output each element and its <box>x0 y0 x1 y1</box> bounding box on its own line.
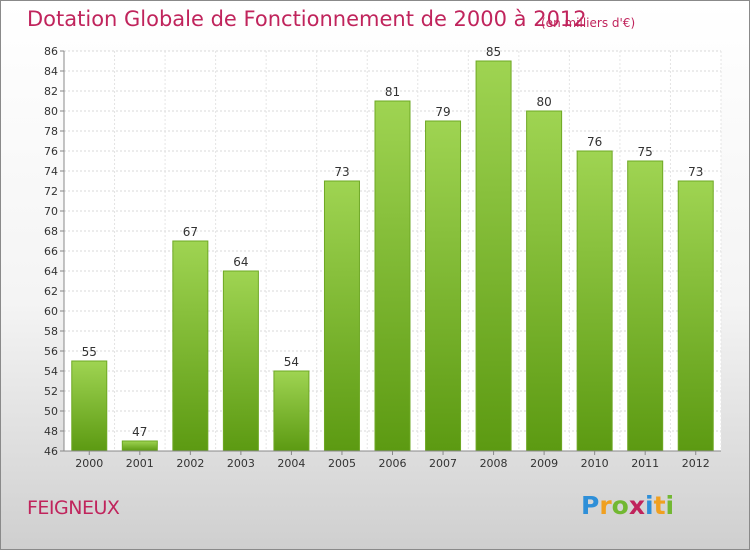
bar-value-label: 55 <box>82 345 97 359</box>
y-tick-label: 66 <box>44 245 58 258</box>
bar-value-label: 47 <box>132 425 147 439</box>
bar-value-label: 81 <box>385 85 400 99</box>
bar <box>222 270 259 452</box>
logo-letter: i <box>665 491 675 520</box>
commune-name: FEIGNEUX <box>27 497 120 519</box>
y-tick-label: 54 <box>44 365 58 378</box>
x-tick-label: 2004 <box>277 457 305 470</box>
bar-value-label: 85 <box>486 45 501 59</box>
x-tick-label: 2002 <box>176 457 204 470</box>
bar <box>526 110 563 452</box>
y-tick-label: 48 <box>44 425 58 438</box>
y-tick-label: 78 <box>44 125 58 138</box>
y-tick-label: 84 <box>44 65 58 78</box>
logo-letter: r <box>599 491 612 520</box>
bar-value-label: 79 <box>435 105 450 119</box>
y-tick-label: 72 <box>44 185 58 198</box>
bar <box>627 160 664 452</box>
y-tick-label: 62 <box>44 285 58 298</box>
proxiti-logo[interactable]: Proxiti <box>581 491 674 520</box>
bar <box>172 240 209 452</box>
bar <box>576 150 613 452</box>
x-tick-label: 2003 <box>227 457 255 470</box>
x-tick-label: 2007 <box>429 457 457 470</box>
y-tick-label: 76 <box>44 145 58 158</box>
logo-letter: i <box>645 491 654 520</box>
bar-value-label: 76 <box>587 135 602 149</box>
bar-value-label: 54 <box>284 355 299 369</box>
logo-letter: t <box>653 491 666 520</box>
y-tick-label: 52 <box>44 385 58 398</box>
y-tick-label: 74 <box>44 165 58 178</box>
bar <box>71 360 108 452</box>
x-tick-label: 2005 <box>328 457 356 470</box>
x-tick-label: 2001 <box>126 457 154 470</box>
bar <box>273 370 310 452</box>
bar-value-label: 80 <box>536 95 551 109</box>
y-tick-label: 58 <box>44 325 58 338</box>
y-tick-label: 46 <box>44 445 58 458</box>
logo-letter: x <box>628 491 645 520</box>
bar <box>374 100 411 452</box>
bar-value-label: 64 <box>233 255 248 269</box>
x-tick-label: 2011 <box>631 457 659 470</box>
bar-value-label: 75 <box>638 145 653 159</box>
y-tick-label: 70 <box>44 205 58 218</box>
bar-value-label: 73 <box>334 165 349 179</box>
bar-value-label: 67 <box>183 225 198 239</box>
x-tick-label: 2000 <box>75 457 103 470</box>
y-tick-label: 56 <box>44 345 58 358</box>
logo-letter: o <box>611 491 629 520</box>
logo-letter: P <box>581 491 600 520</box>
bar <box>121 440 158 452</box>
y-tick-label: 64 <box>44 265 58 278</box>
y-tick-label: 82 <box>44 85 58 98</box>
x-tick-label: 2006 <box>379 457 407 470</box>
x-tick-label: 2012 <box>682 457 710 470</box>
bar <box>475 60 512 452</box>
x-tick-label: 2009 <box>530 457 558 470</box>
bar <box>677 180 714 452</box>
x-tick-label: 2008 <box>480 457 508 470</box>
y-tick-label: 86 <box>44 45 58 58</box>
y-tick-label: 80 <box>44 105 58 118</box>
y-tick-label: 50 <box>44 405 58 418</box>
chart-title: Dotation Globale de Fonctionnement de 20… <box>27 7 587 31</box>
y-tick-label: 60 <box>44 305 58 318</box>
unit-note: (en milliers d'€) <box>541 16 636 30</box>
bar <box>425 120 462 452</box>
y-tick-label: 68 <box>44 225 58 238</box>
bar-value-label: 73 <box>688 165 703 179</box>
x-tick-label: 2010 <box>581 457 609 470</box>
bar <box>323 180 360 452</box>
